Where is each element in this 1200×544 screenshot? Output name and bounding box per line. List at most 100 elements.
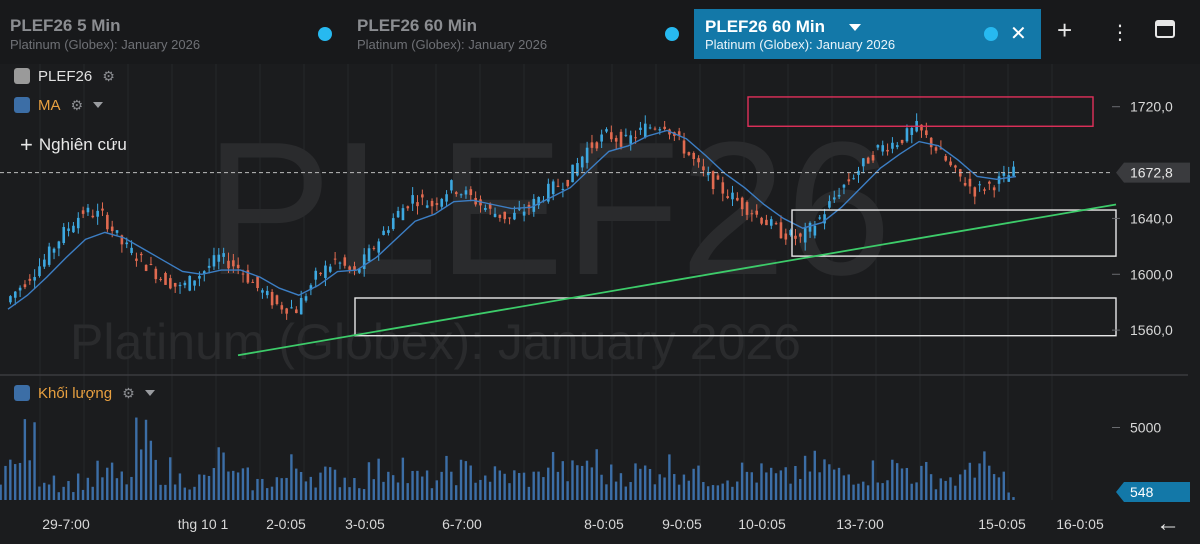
candle-body xyxy=(784,233,788,240)
volume-bar xyxy=(421,476,424,500)
close-icon[interactable]: ✕ xyxy=(1010,23,1027,45)
volume-bar xyxy=(33,422,36,500)
volume-bar xyxy=(799,478,802,500)
candle-body xyxy=(677,131,681,136)
candle-body xyxy=(47,246,51,265)
gear-icon[interactable]: ⚙ xyxy=(102,68,115,84)
volume-bar xyxy=(387,471,390,500)
candle-body xyxy=(270,291,274,306)
candle-body xyxy=(246,270,250,283)
candle-body xyxy=(188,275,192,291)
gear-icon[interactable]: ⚙ xyxy=(70,97,84,113)
volume-bar xyxy=(1002,471,1005,500)
volume-bar xyxy=(396,482,400,500)
candle-body xyxy=(721,182,725,194)
tab-plef26-60min[interactable]: PLEF26 60 Min Platinum (Globex): January… xyxy=(357,8,687,58)
candle-body xyxy=(789,229,792,236)
candle-body xyxy=(910,128,914,135)
back-arrow-icon[interactable]: ← xyxy=(1156,510,1180,537)
candle-body xyxy=(469,189,473,196)
candle-body xyxy=(115,230,119,233)
research-button[interactable]: + Nghiên cứu xyxy=(20,132,127,158)
layout-icon[interactable] xyxy=(1155,20,1175,42)
volume-bar xyxy=(585,460,589,500)
candle-body xyxy=(139,253,143,256)
volume-bar xyxy=(750,472,753,500)
candle-body xyxy=(62,227,66,244)
time-tick-label: 13-7:00 xyxy=(836,516,884,532)
tab-plef26-60min-active[interactable]: PLEF26 60 Min Platinum (Globex): January… xyxy=(694,9,1041,59)
volume-bar xyxy=(1012,497,1015,500)
volume-bar xyxy=(590,467,594,500)
volume-bars xyxy=(0,417,1015,500)
gear-icon[interactable]: ⚙ xyxy=(122,385,135,401)
legend-ma[interactable]: MA ⚙ xyxy=(14,97,104,114)
volume-bar xyxy=(324,466,327,500)
live-dot-icon xyxy=(665,27,679,41)
volume-bar xyxy=(23,419,27,500)
tab-subtitle: Platinum (Globex): January 2026 xyxy=(705,37,896,52)
volume-bar xyxy=(164,484,167,500)
volume-bar xyxy=(910,483,913,500)
candle-body xyxy=(464,190,468,195)
candle-body xyxy=(358,268,361,273)
candle-body xyxy=(33,277,36,281)
candle-body xyxy=(988,181,991,184)
legend-symbol[interactable]: PLEF26 ⚙ xyxy=(14,68,115,85)
volume-bar xyxy=(658,474,661,500)
volume-bar xyxy=(697,465,700,500)
candle-body xyxy=(454,192,458,195)
chevron-down-icon[interactable] xyxy=(93,102,104,108)
volume-bar xyxy=(144,419,148,500)
legend-volume[interactable]: Khối lượng ⚙ xyxy=(14,385,155,402)
volume-bar xyxy=(711,485,715,500)
volume-bar xyxy=(949,477,952,500)
volume-bar xyxy=(450,471,453,500)
price-tick-label: 1720,0 xyxy=(1130,99,1173,115)
chevron-down-icon[interactable] xyxy=(144,390,155,396)
volume-bar xyxy=(391,475,395,500)
candle-body xyxy=(67,228,70,231)
volume-bar xyxy=(760,463,763,500)
price-axis: 1720,0 1640,0 1600,0 1560,0 xyxy=(1112,99,1173,338)
chevron-down-icon[interactable] xyxy=(849,24,861,31)
candle-body xyxy=(353,266,356,271)
volume-bar xyxy=(265,488,269,500)
candle-body xyxy=(876,145,880,148)
volume-axis: 5000 xyxy=(1112,420,1161,436)
candle-body xyxy=(212,255,216,267)
volume-bar xyxy=(304,481,308,500)
candle-body xyxy=(779,222,783,239)
volume-bar xyxy=(571,460,574,500)
candle-body xyxy=(440,198,444,207)
tab-plef26-5min[interactable]: PLEF26 5 Min Platinum (Globex): January … xyxy=(10,8,340,58)
volume-bar xyxy=(149,440,153,500)
volume-bar xyxy=(561,461,564,500)
time-axis: 29-7:00 thg 10 1 2-0:05 3-0:05 6-7:00 8-0:05 9… xyxy=(42,516,1104,532)
more-menu-icon[interactable]: ⋮ xyxy=(1110,22,1130,44)
research-label: Nghiên cứu xyxy=(38,135,127,154)
add-tab-button[interactable]: + xyxy=(1057,15,1073,45)
volume-bar xyxy=(285,477,288,500)
candle-body xyxy=(23,284,27,288)
candle-body xyxy=(905,128,909,142)
candle-body xyxy=(634,137,637,139)
volume-bar xyxy=(740,462,744,500)
candle-body xyxy=(944,156,948,161)
candle-body xyxy=(299,297,303,315)
candle-body xyxy=(86,207,90,213)
volume-bar xyxy=(673,474,676,500)
price-chart[interactable]: PLEF26 Platinum (Globex): January 2026 1… xyxy=(0,64,1200,544)
candle-body xyxy=(1007,175,1011,182)
volume-bar xyxy=(193,486,196,500)
volume-bar xyxy=(445,455,448,500)
candle-body xyxy=(207,265,211,268)
tab-title: PLEF26 60 Min xyxy=(705,17,825,36)
candle-body xyxy=(227,260,230,269)
volume-bar xyxy=(47,484,51,500)
plus-icon: + xyxy=(20,132,33,157)
candle-body xyxy=(900,139,904,144)
candle-body xyxy=(328,266,332,272)
volume-bar xyxy=(188,489,191,500)
zone-rectangles xyxy=(354,96,1117,337)
